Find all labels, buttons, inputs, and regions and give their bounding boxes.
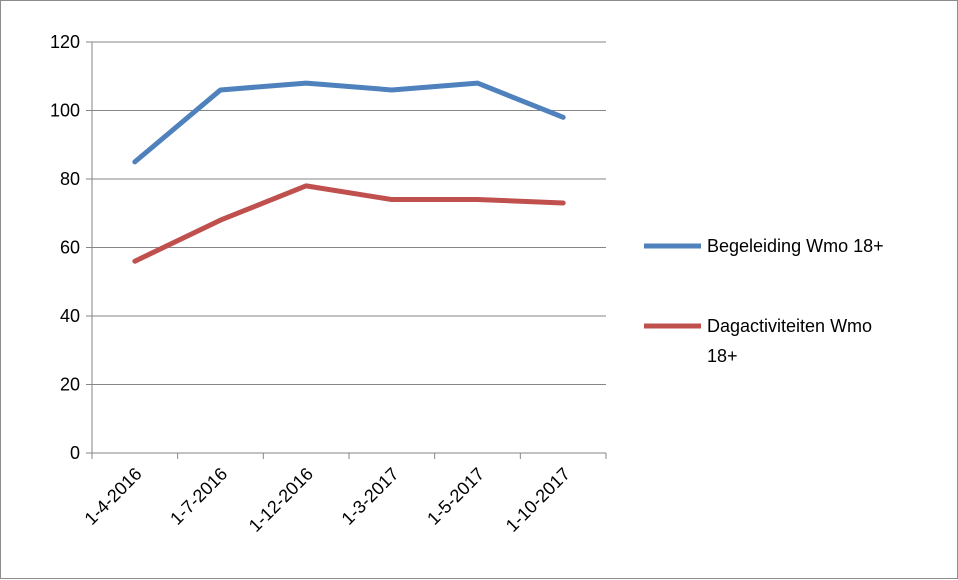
y-tick-label: 60 xyxy=(60,238,80,258)
y-tick-label: 120 xyxy=(50,32,80,52)
x-tick-label: 1-3-2017 xyxy=(338,464,403,529)
x-tick-label: 1-12-2016 xyxy=(245,464,317,536)
x-tick-label: 1-7-2016 xyxy=(166,464,231,529)
legend: Begeleiding Wmo 18+ Dagactiviteiten Wmo 1… xyxy=(644,236,884,366)
series-line-0 xyxy=(135,83,563,162)
x-tick-label: 1-5-2017 xyxy=(423,464,488,529)
legend-label-begeleiding: Begeleiding Wmo 18+ xyxy=(707,236,884,256)
x-tick-label: 1-10-2017 xyxy=(502,464,574,536)
legend-label-line: 18+ xyxy=(707,346,738,366)
series-line-1 xyxy=(135,186,563,261)
x-tick-label: 1-4-2016 xyxy=(81,464,146,529)
y-tick-label: 0 xyxy=(70,443,80,463)
series-lines xyxy=(135,83,564,261)
gridlines xyxy=(92,42,606,385)
y-tick-label: 40 xyxy=(60,306,80,326)
y-tick-label: 100 xyxy=(50,101,80,121)
y-tick-label: 80 xyxy=(60,169,80,189)
y-tick-labels: 0 20 40 60 80 100 120 xyxy=(50,32,80,463)
y-tick-label: 20 xyxy=(60,375,80,395)
legend-label-line: Dagactiviteiten Wmo xyxy=(707,316,872,336)
legend-label-dagactiviteiten: Dagactiviteiten Wmo 18+ xyxy=(707,316,872,366)
